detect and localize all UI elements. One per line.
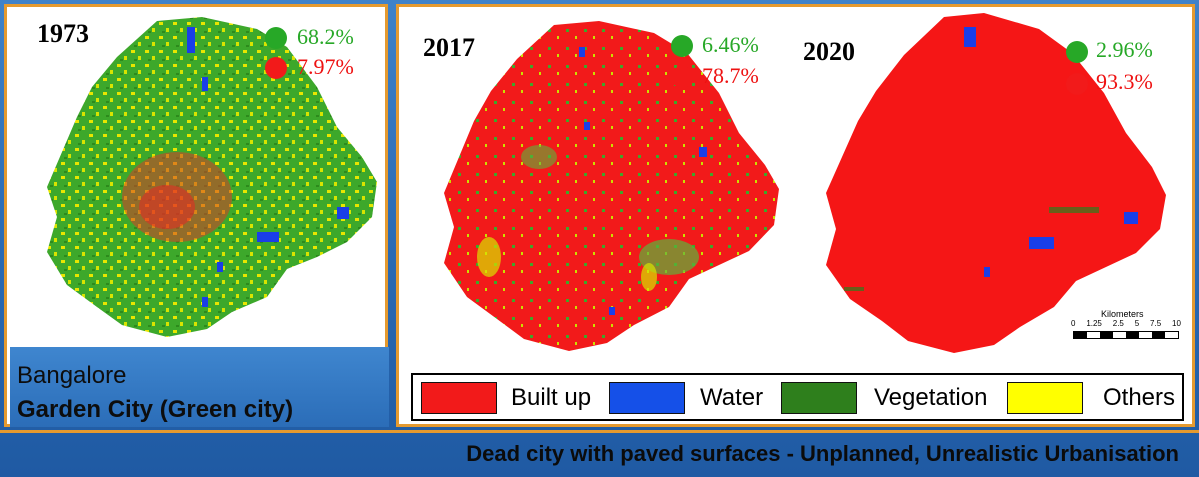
built-up-percent: 7.97%: [297, 54, 354, 79]
built-up-percent: 93.3%: [1096, 69, 1153, 94]
built-up-dot: [671, 66, 693, 88]
scale-tick: 7.5: [1150, 319, 1162, 328]
map-1973: [47, 17, 377, 337]
scale-tick: 5: [1134, 319, 1140, 328]
map-year: 1973: [37, 19, 89, 48]
map-year: 2017: [423, 33, 475, 62]
legend: Built up Water Vegetation Others: [411, 373, 1184, 421]
caption-bar: [10, 347, 389, 427]
map-panel-2017-2020: 2017 6.46% 78.7% 2020 2.96% 93.3% Kilome…: [396, 4, 1195, 427]
scale-bar-graphic: [1073, 331, 1179, 339]
scale-tick: 1.25: [1086, 319, 1102, 328]
vegetation-percent: 2.96%: [1096, 37, 1153, 62]
scale-bar: Kilometers 0 1.25 2.5 5 7.5 10: [1071, 309, 1181, 349]
legend-label-others: Others: [1103, 384, 1176, 411]
legend-label-built-up: Built up: [511, 384, 592, 411]
built-up-dot: [265, 57, 287, 79]
footer-caption: Dead city with paved surfaces - Unplanne…: [466, 441, 1179, 466]
city-nickname: Garden City (Green city): [17, 396, 294, 423]
scale-tick: 0: [1071, 319, 1076, 328]
legend-swatch-built-up: [421, 382, 497, 414]
vegetation-percent: 6.46%: [702, 32, 759, 57]
vegetation-percent: 68.2%: [297, 24, 354, 49]
map-year: 2020: [803, 37, 855, 66]
scale-bar-title: Kilometers: [1101, 309, 1144, 319]
vegetation-dot: [671, 35, 693, 57]
footer-divider: [0, 430, 1199, 433]
built-up-percent: 78.7%: [702, 63, 759, 88]
legend-label-water: Water: [700, 384, 764, 411]
legend-swatch-others: [1007, 382, 1083, 414]
scale-bar-ticks: 0 1.25 2.5 5 7.5 10: [1071, 319, 1181, 328]
city-name: Bangalore: [17, 362, 127, 389]
vegetation-dot: [1066, 41, 1088, 63]
scale-tick: 2.5: [1112, 319, 1124, 328]
vegetation-dot: [265, 27, 287, 49]
scale-tick: 10: [1172, 319, 1181, 328]
map-2020: [826, 13, 1166, 353]
built-up-dot: [1066, 73, 1088, 95]
map-panel-1973: 1973 68.2% 7.97% Bangalore Garden City (…: [4, 4, 389, 427]
legend-label-vegetation: Vegetation: [874, 384, 988, 411]
legend-swatch-vegetation: [781, 382, 857, 414]
legend-swatch-water: [609, 382, 685, 414]
map-2017: [444, 21, 779, 351]
